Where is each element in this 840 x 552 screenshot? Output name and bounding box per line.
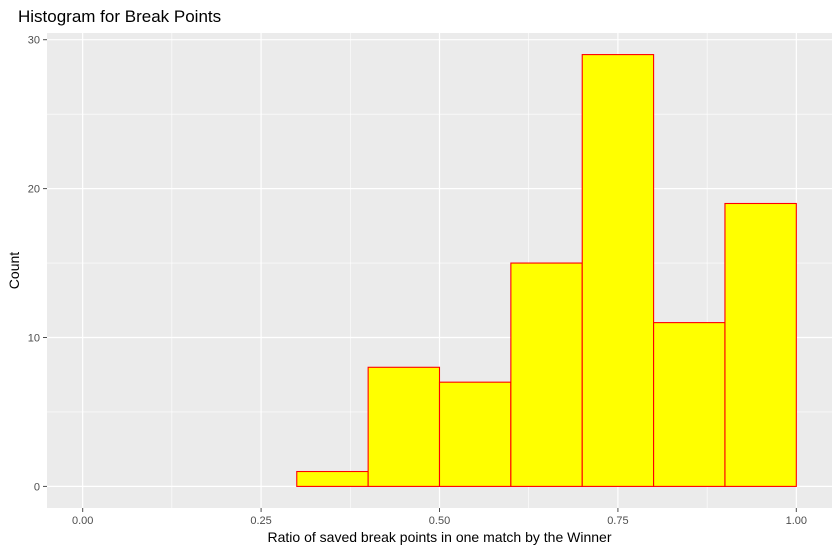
histogram-bar [653,322,726,487]
y-tick-label: 30 [28,35,40,47]
x-axis-title: Ratio of saved break points in one match… [268,529,612,545]
x-tick-label: 0.75 [607,515,628,527]
x-tick-label: 0.00 [72,515,93,527]
histogram-bar [724,202,797,487]
x-tick-label: 0.25 [250,515,271,527]
histogram-bar [510,262,583,487]
x-tick-label: 0.50 [429,515,450,527]
y-axis: 0 10 20 30 [28,35,47,493]
x-axis: 0.00 0.25 0.50 0.75 1.00 [72,508,807,527]
histogram-bar [296,470,369,487]
y-tick-label: 10 [28,333,40,345]
y-tick-label: 0 [34,481,40,493]
histogram-bar [367,366,441,487]
histogram-bar [581,54,655,487]
histogram-bar [438,381,512,487]
y-axis-title: Count [6,252,22,289]
chart-title: Histogram for Break Points [18,7,221,26]
bars [296,54,797,487]
x-tick-label: 1.00 [786,515,807,527]
y-tick-label: 20 [28,184,40,196]
